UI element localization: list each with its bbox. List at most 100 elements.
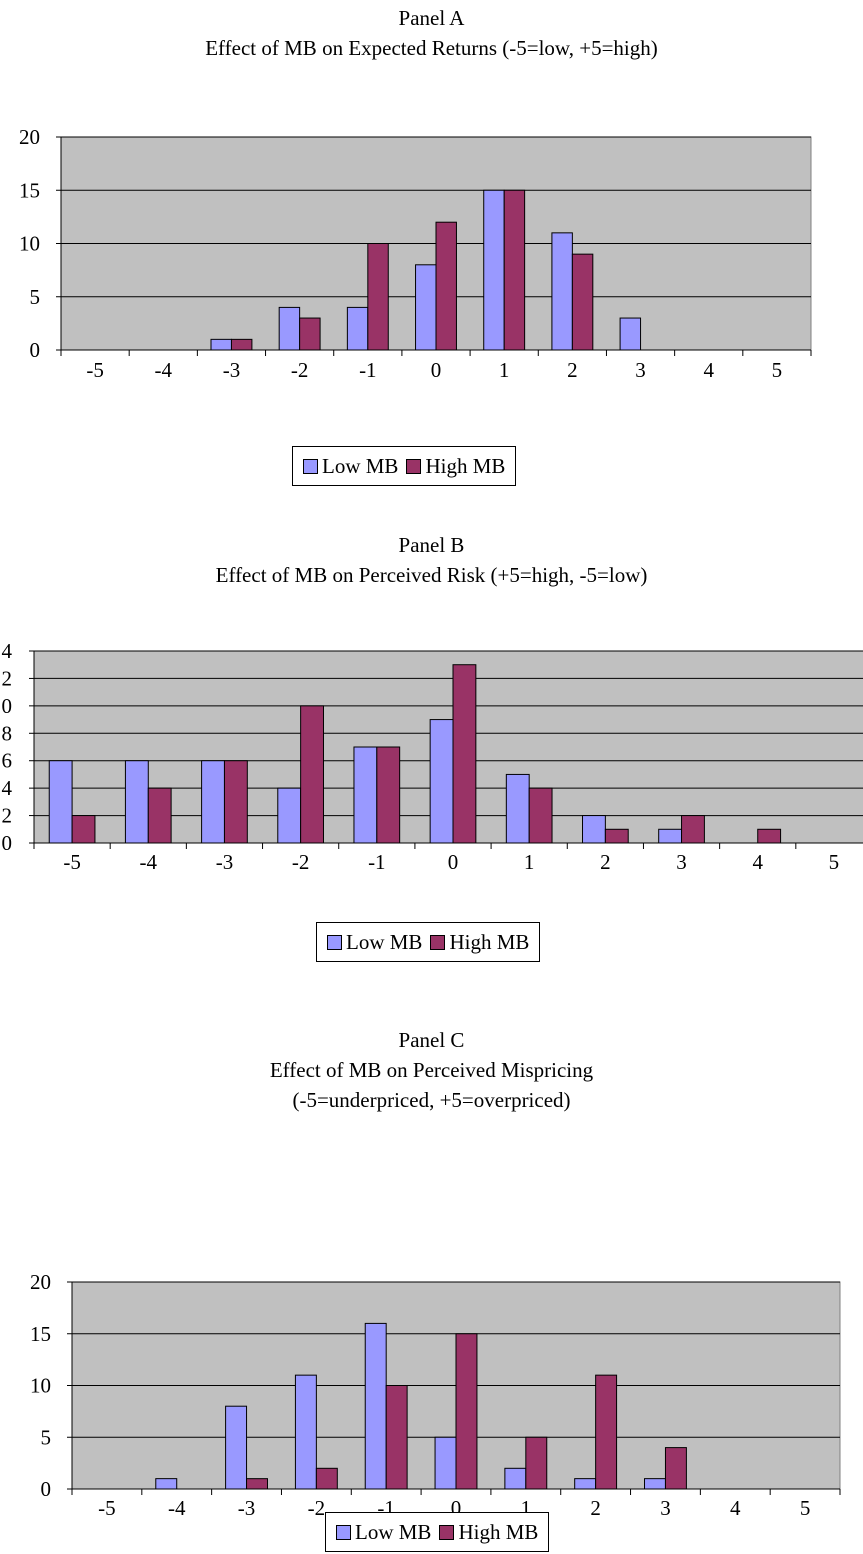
- bar-high-mb: [435, 221, 457, 351]
- x-tick-label: 0: [431, 358, 442, 382]
- x-tick-label: 4: [752, 850, 763, 874]
- x-tick-label: 1: [521, 1496, 532, 1520]
- bar-high-mb: [223, 760, 248, 844]
- y-tick-label: 20: [30, 1270, 51, 1294]
- bar-high-mb: [525, 1436, 548, 1490]
- panel-b-chart: 0 2 4 6 8 0 2 4 -5 -4 -3 -2 -1 0 1 2 3 4 5: [2, 639, 863, 874]
- bar-low-mb: [294, 1374, 317, 1490]
- x-tick-label: 0: [448, 850, 459, 874]
- x-tick-label: 2: [600, 850, 611, 874]
- x-tick-label: -1: [368, 850, 386, 874]
- bar-high-mb: [300, 705, 324, 844]
- legend-high-label: High MB: [458, 1519, 539, 1544]
- legend-high-label: High MB: [425, 453, 506, 478]
- x-tick-label: 5: [829, 850, 840, 874]
- panel-a-label: Panel A: [398, 6, 465, 30]
- bar-high-mb: [604, 828, 629, 844]
- x-tick-label: -5: [63, 850, 81, 874]
- y-tick-label: 0: [2, 694, 13, 718]
- bar-low-mb: [619, 317, 642, 351]
- x-tick-label: 0: [451, 1496, 462, 1520]
- x-tick-label: 4: [730, 1496, 741, 1520]
- x-tick-label: 3: [676, 850, 687, 874]
- x-tick-label: -2: [291, 358, 309, 382]
- legend-high-swatch: [406, 458, 422, 474]
- legend-high-label: High MB: [449, 929, 530, 954]
- x-tick-label: 5: [772, 358, 783, 382]
- bar-high-mb: [452, 664, 477, 844]
- panel-b-legend: Low MB High MB: [316, 922, 541, 962]
- legend-low-swatch: [336, 1524, 351, 1540]
- y-tick-label: 2: [2, 804, 13, 828]
- bar-low-mb: [644, 1478, 666, 1490]
- bar-high-mb: [367, 243, 389, 351]
- y-tick-label: 10: [19, 232, 40, 256]
- bar-low-mb: [225, 1405, 248, 1490]
- x-tick-label: -2: [292, 850, 310, 874]
- panel-a-title: Effect of MB on Expected Returns (-5=low…: [205, 36, 658, 60]
- bar-high-mb: [71, 815, 96, 844]
- bar-high-mb: [595, 1374, 618, 1490]
- panel-b-title: Effect of MB on Perceived Risk (+5=high,…: [215, 563, 648, 587]
- x-tick-label: 5: [800, 1496, 811, 1520]
- y-tick-label: 20: [19, 125, 40, 149]
- panel-c-label: Panel C: [398, 1028, 465, 1052]
- bar-high-mb: [528, 787, 553, 844]
- bar-low-mb: [48, 760, 73, 844]
- panel-c-subtitle: (-5=underpriced, +5=overpriced): [292, 1088, 571, 1112]
- y-tick-label: 2: [2, 666, 13, 690]
- x-tick-label: 1: [524, 850, 535, 874]
- bar-low-mb: [504, 1467, 527, 1490]
- panel-c-title-block: Panel C Effect of MB on Perceived Mispri…: [0, 1025, 863, 1115]
- bar-high-mb: [246, 1478, 268, 1490]
- bar-high-mb: [376, 746, 401, 844]
- bar-high-mb: [571, 253, 594, 351]
- x-tick-label: -1: [359, 358, 377, 382]
- bar-high-mb: [757, 828, 782, 844]
- bar-high-mb: [299, 317, 321, 351]
- bar-high-mb: [315, 1467, 338, 1490]
- bar-low-mb: [574, 1478, 597, 1490]
- x-tick-label: -4: [168, 1496, 186, 1520]
- bar-high-mb: [147, 787, 172, 844]
- y-tick-label: 4: [2, 776, 13, 800]
- legend-low-label: Low MB: [346, 929, 423, 954]
- y-tick-label: 10: [30, 1374, 51, 1398]
- panel-a-chart: 0 5 10 15 20 -5 -4 -3 -2 -1 0 1 2 3 4 5: [19, 125, 812, 382]
- x-tick-label: -3: [216, 850, 234, 874]
- legend-low-swatch: [327, 934, 342, 950]
- y-tick-label: 4: [2, 639, 13, 663]
- y-tick-label: 0: [30, 338, 41, 362]
- x-tick-label: 4: [703, 358, 714, 382]
- x-tick-label: -4: [140, 850, 158, 874]
- x-tick-label: -5: [98, 1496, 116, 1520]
- panel-b-label: Panel B: [398, 533, 465, 557]
- legend-high-swatch: [430, 934, 446, 950]
- panel-a-legend: Low MB High MB: [292, 446, 517, 486]
- legend-low-label: Low MB: [322, 453, 399, 478]
- bar-low-mb: [155, 1478, 178, 1490]
- x-tick-label: 2: [590, 1496, 601, 1520]
- bar-low-mb: [434, 1436, 457, 1490]
- panel-c-legend: Low MB High MB: [325, 1512, 550, 1552]
- x-tick-label: 3: [660, 1496, 671, 1520]
- y-tick-label: 0: [2, 831, 13, 855]
- x-tick-label: 3: [635, 358, 646, 382]
- bar-high-mb: [230, 338, 253, 351]
- x-tick-label: -2: [308, 1496, 326, 1520]
- x-tick-label: -5: [86, 358, 104, 382]
- y-tick-label: 15: [19, 178, 40, 202]
- x-tick-label: 1: [499, 358, 510, 382]
- panel-c-title: Effect of MB on Perceived Mispricing: [269, 1058, 594, 1082]
- legend-low-label: Low MB: [355, 1519, 432, 1544]
- y-tick-label: 5: [30, 285, 41, 309]
- y-tick-label: 8: [2, 721, 13, 745]
- bar-high-mb: [664, 1447, 687, 1490]
- bar-high-mb: [681, 815, 705, 844]
- y-tick-label: 0: [41, 1477, 52, 1501]
- bar-high-mb: [385, 1385, 408, 1490]
- x-tick-label: -3: [238, 1496, 256, 1520]
- x-tick-label: -4: [155, 358, 173, 382]
- legend-high-swatch: [439, 1524, 455, 1540]
